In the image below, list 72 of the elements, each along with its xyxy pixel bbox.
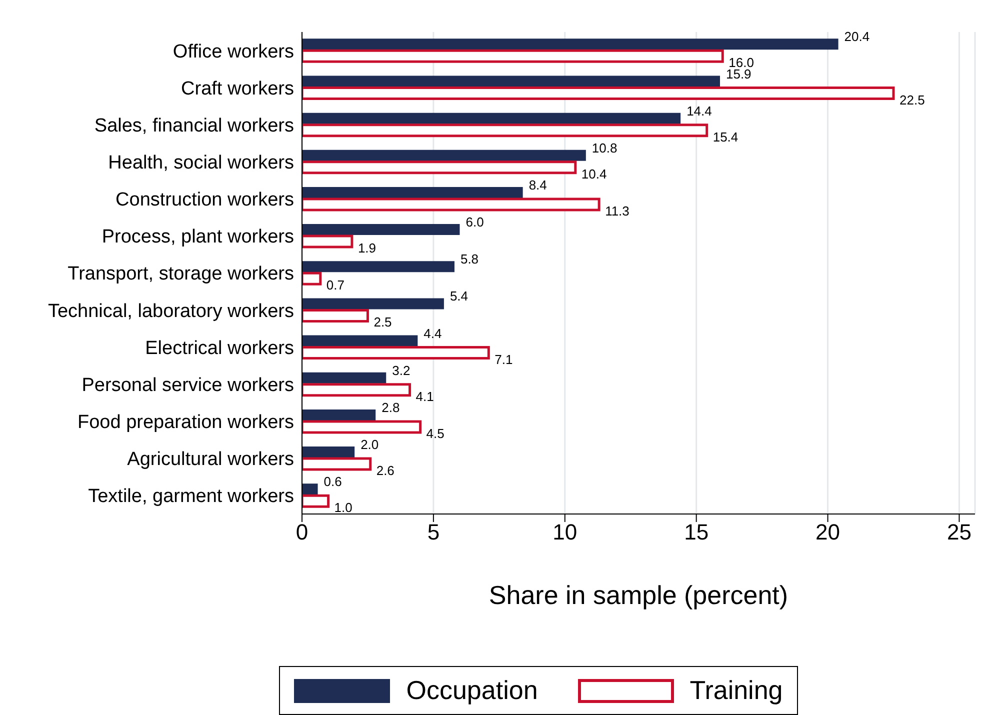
x-axis-title: Share in sample (percent) <box>488 580 788 610</box>
data-label: 20.4 <box>844 29 870 44</box>
data-label: 11.3 <box>605 203 630 218</box>
bar <box>302 160 577 174</box>
data-label: 5.8 <box>460 252 479 267</box>
bar <box>302 186 523 198</box>
bar <box>302 494 330 508</box>
bar <box>302 457 372 471</box>
data-label: 15.4 <box>712 129 738 144</box>
data-label: 1.0 <box>334 500 352 516</box>
bar <box>302 234 354 248</box>
y-tick-label: Textile, garment workers <box>88 486 294 508</box>
bar <box>302 272 322 286</box>
bar <box>302 261 454 272</box>
x-tick-label: 10 <box>552 520 578 545</box>
bar <box>302 335 418 346</box>
x-tick-label: 25 <box>946 520 972 545</box>
bar <box>302 308 369 322</box>
data-label: 10.4 <box>581 166 607 182</box>
bar <box>302 372 386 384</box>
bar <box>302 112 681 124</box>
data-label: 14.4 <box>686 103 712 118</box>
bar <box>302 484 318 495</box>
bar <box>302 76 720 87</box>
bar <box>302 383 412 397</box>
x-tick-label: 20 <box>816 520 840 545</box>
legend-label: Training <box>690 675 783 706</box>
data-label: 4.4 <box>424 326 442 341</box>
data-label: 10.8 <box>592 140 618 156</box>
data-label: 3.2 <box>392 362 410 378</box>
data-label: 4.5 <box>426 426 444 441</box>
data-label: 0.6 <box>324 474 342 490</box>
data-label: 8.4 <box>528 177 547 192</box>
data-label: 1.9 <box>358 240 376 256</box>
y-tick-label: Agricultural workers <box>127 449 294 470</box>
bar <box>302 298 444 310</box>
y-tick-label: Food preparation workers <box>78 412 294 434</box>
data-label: 0.7 <box>326 278 344 293</box>
bar <box>302 86 895 100</box>
bar <box>302 124 708 138</box>
y-tick-label: Construction workers <box>116 190 294 211</box>
data-label: 7.1 <box>494 352 513 367</box>
y-tick-label: Personal service workers <box>82 374 294 396</box>
bar <box>302 346 490 360</box>
x-tick-label: 15 <box>684 520 709 545</box>
data-label: 5.4 <box>450 288 468 304</box>
data-label: 2.0 <box>360 437 379 452</box>
data-label: 2.8 <box>382 400 400 415</box>
y-tick-label: Transport, storage workers <box>68 264 294 285</box>
bar <box>302 150 586 161</box>
y-tick-label: Electrical workers <box>145 338 294 359</box>
legend-label: Occupation <box>406 675 538 706</box>
data-label: 2.6 <box>376 463 394 478</box>
y-tick-label: Sales, financial workers <box>94 115 294 136</box>
y-tick-label: Process, plant workers <box>102 226 294 248</box>
bar <box>302 420 422 434</box>
x-tick-label: 0 <box>296 520 308 545</box>
x-tick-label: 5 <box>427 520 440 545</box>
y-tick-label: Craft workers <box>181 78 294 100</box>
bar <box>302 198 600 212</box>
bar <box>302 224 460 236</box>
data-label: 2.5 <box>374 314 392 330</box>
y-tick-label: Health, social workers <box>108 152 294 174</box>
bar <box>302 49 724 63</box>
data-label: 4.1 <box>416 388 434 404</box>
data-label: 22.5 <box>900 92 925 108</box>
bar <box>302 409 376 420</box>
y-tick-label: Technical, laboratory workers <box>48 300 294 322</box>
data-label: 6.0 <box>466 214 484 230</box>
y-tick-label: Office workers <box>172 41 294 62</box>
bar <box>302 38 838 50</box>
bar <box>302 446 355 458</box>
